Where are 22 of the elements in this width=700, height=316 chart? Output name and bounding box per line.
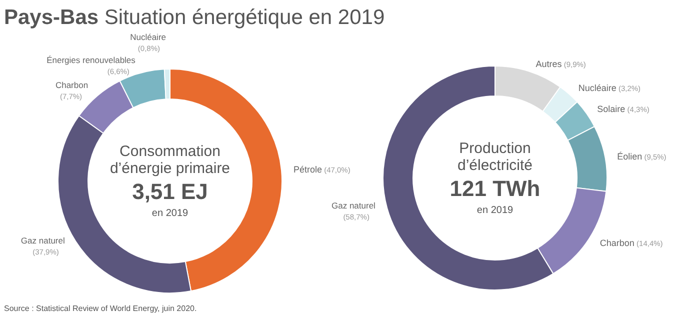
text: 121 TWh	[450, 176, 540, 201]
text: d’énergie primaire	[110, 160, 230, 177]
slice-label: Autres	[536, 58, 562, 69]
text: 3,51 EJ	[132, 179, 208, 204]
text: en 2019	[152, 208, 189, 219]
slice-label: Éolien	[617, 152, 642, 162]
slice-label: Gaz naturel	[20, 236, 65, 246]
slice-label: Gaz naturel	[332, 200, 376, 210]
slice-label: Solaire	[597, 104, 626, 114]
slice-label: Nucléaire	[130, 32, 166, 42]
text: Consommation	[120, 143, 220, 160]
source-note: Source : Statistical Review of World Energy, juin 2020.	[4, 304, 197, 313]
text: Production	[459, 140, 531, 157]
text: en 2019	[476, 205, 514, 216]
slice-label: Pétrole	[293, 164, 322, 175]
slice-label: Charbon	[55, 80, 88, 90]
slice-label: Énergies renouvelables	[46, 54, 136, 65]
chart-subtitle: Situation énergétique en 2019	[98, 6, 385, 29]
slice-label: Charbon	[600, 238, 634, 248]
text: d’électricité	[457, 157, 533, 174]
slice-label: Nucléaire	[578, 82, 616, 93]
chart-title: Pays-Bas	[4, 6, 99, 29]
